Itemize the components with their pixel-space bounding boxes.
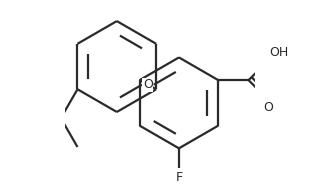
Text: O: O: [143, 78, 153, 91]
Text: OH: OH: [269, 46, 289, 59]
Text: F: F: [175, 171, 182, 184]
Text: O: O: [263, 101, 273, 114]
